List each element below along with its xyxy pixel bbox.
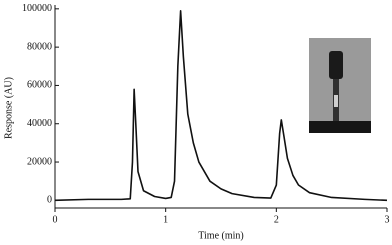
inset-base [309, 121, 371, 133]
x-tick-label: 1 [163, 214, 168, 225]
y-tick-label: 20000 [27, 156, 52, 167]
chromatogram-line [54, 9, 388, 202]
x-tick-label: 0 [53, 214, 58, 225]
inset-photo [309, 38, 371, 133]
y-tick-label: 100000 [22, 3, 52, 14]
y-axis-label: Response (AU) [3, 77, 14, 139]
x-tick-label: 2 [274, 214, 279, 225]
y-tick-label: 40000 [27, 118, 52, 129]
y-tick-label: 80000 [27, 41, 52, 52]
x-tick-label: 3 [385, 214, 390, 225]
y-tick-label: 0 [47, 195, 52, 206]
y-tick-label: 60000 [27, 80, 52, 91]
inset-window [334, 95, 338, 107]
inset-cap [329, 51, 343, 79]
x-axis-label: Time (min) [198, 230, 243, 241]
